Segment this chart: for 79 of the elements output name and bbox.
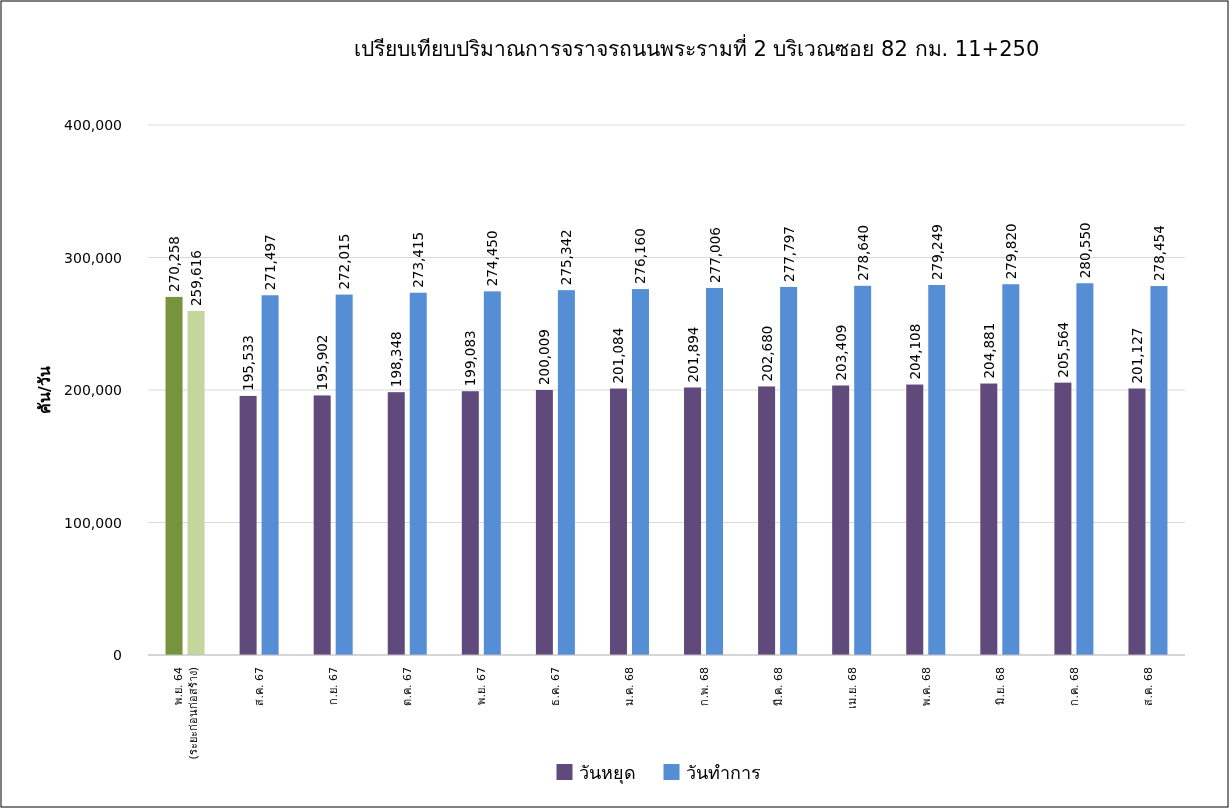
- y-tick-label: 200,000: [64, 382, 122, 398]
- x-tick-label: พ.ย. 64 (ระยะก่อนก่อสร้าง): [172, 667, 201, 760]
- bar: [313, 395, 331, 655]
- bar: [1002, 284, 1020, 655]
- x-tick-label: ต.ค. 67: [401, 667, 415, 706]
- x-tick-label: ส.ค. 68: [1141, 667, 1155, 706]
- data-label: 272,015: [336, 233, 353, 290]
- data-label: 273,415: [410, 231, 427, 288]
- y-tick-label: 300,000: [64, 249, 122, 266]
- bar: [780, 286, 798, 655]
- bar: [684, 387, 702, 655]
- x-tick-label: ส.ค. 67: [253, 667, 267, 706]
- bar: [409, 292, 427, 655]
- bar: [1128, 388, 1146, 655]
- data-label: 200,009: [536, 329, 553, 385]
- bar: [557, 290, 575, 655]
- bar: [239, 395, 257, 655]
- data-label: 279,820: [1002, 223, 1019, 280]
- x-tick-label: มิ.ย. 68: [993, 667, 1007, 705]
- data-label: 277,797: [780, 226, 797, 282]
- bar: [758, 386, 776, 655]
- x-tick-label: ก.พ. 68: [697, 667, 711, 706]
- data-label: 278,640: [854, 224, 871, 281]
- data-label: 204,108: [906, 323, 923, 380]
- chart-title: เปรียบเทียบปริมาณการจราจรถนนพระรามที่ 2 บริเวณซอย 82 กม. 11+250: [353, 34, 1040, 61]
- data-label: 201,127: [1128, 327, 1145, 384]
- data-label: 198,348: [388, 331, 405, 388]
- data-label: 274,450: [484, 230, 501, 287]
- bar: [706, 287, 724, 655]
- y-tick-label: 100,000: [64, 514, 122, 531]
- bar: [261, 295, 279, 655]
- y-axis-title: คัน/วัน: [35, 366, 54, 414]
- legend-label: วันหยุด: [578, 762, 636, 784]
- y-tick-label: 400,000: [64, 117, 122, 133]
- x-tick-label: ก.ค. 68: [1067, 667, 1081, 706]
- bar: [387, 392, 405, 655]
- bar: [461, 391, 479, 655]
- bar: [609, 388, 627, 655]
- bar: [906, 384, 924, 655]
- data-label: 204,881: [980, 322, 997, 379]
- bar: [165, 296, 183, 655]
- bar: [535, 389, 553, 655]
- x-tick-label: พ.ย. 67: [475, 667, 489, 705]
- data-label: 276,160: [632, 228, 649, 285]
- data-label: 195,533: [240, 335, 257, 391]
- x-tick-label: ม.ค. 68: [623, 667, 637, 706]
- data-label: 280,550: [1076, 222, 1093, 279]
- data-label: 205,564: [1054, 321, 1071, 378]
- data-label: 202,680: [758, 325, 775, 382]
- data-label: 259,616: [188, 250, 205, 307]
- x-tick-label: พ.ค. 68: [919, 667, 933, 706]
- data-label: 270,258: [166, 236, 183, 292]
- data-label: 278,454: [1150, 225, 1167, 282]
- bar: [631, 289, 649, 655]
- x-tick-label: ธ.ค. 67: [549, 667, 563, 706]
- bar: [980, 383, 998, 655]
- bar: [832, 385, 850, 655]
- x-tick-label: มี.ค. 68: [771, 667, 785, 706]
- bar: [928, 285, 946, 655]
- data-label: 195,902: [314, 334, 331, 391]
- data-label: 199,083: [462, 330, 479, 387]
- bar: [1076, 283, 1094, 655]
- x-tick-label: ก.ย. 67: [327, 667, 341, 705]
- data-label: 203,409: [832, 324, 849, 381]
- data-label: 201,084: [610, 327, 627, 384]
- bar: [483, 291, 501, 655]
- data-label: 277,006: [706, 227, 723, 283]
- y-tick-label: 0: [113, 647, 122, 663]
- data-label: 201,894: [684, 326, 701, 383]
- bar: [1054, 382, 1072, 655]
- bar: [335, 294, 353, 655]
- data-label: 271,497: [262, 234, 279, 291]
- x-tick-label: เม.ย. 68: [845, 667, 859, 709]
- legend-label: วันทำการ: [685, 762, 761, 783]
- bar: [1150, 286, 1168, 655]
- bar: [187, 311, 205, 655]
- bar: [854, 285, 872, 655]
- data-label: 275,342: [558, 229, 575, 286]
- data-label: 279,249: [928, 224, 945, 280]
